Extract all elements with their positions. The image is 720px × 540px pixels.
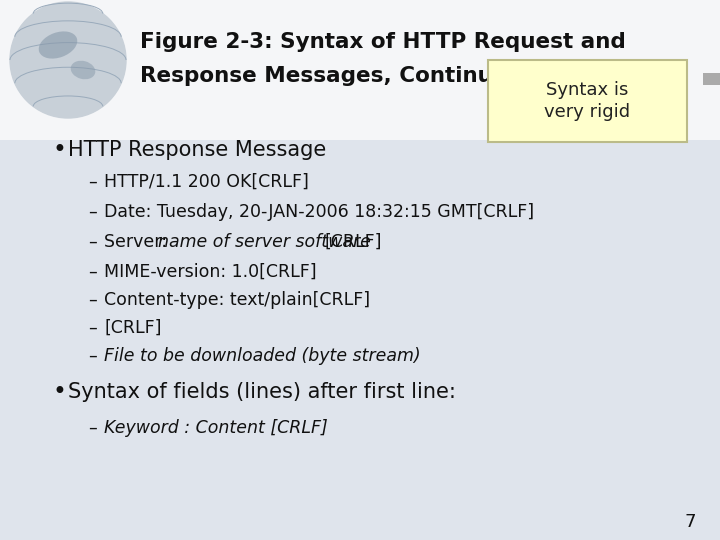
Text: –: – bbox=[88, 173, 96, 191]
Text: •: • bbox=[52, 380, 66, 404]
Text: –: – bbox=[88, 347, 96, 365]
Text: name of server software: name of server software bbox=[158, 233, 371, 251]
Text: Response Messages, Continued: Response Messages, Continued bbox=[140, 66, 523, 86]
Text: –: – bbox=[88, 419, 96, 437]
Text: Figure 2-3: Syntax of HTTP Request and: Figure 2-3: Syntax of HTTP Request and bbox=[140, 32, 626, 52]
Text: Keyword : Content [CRLF]: Keyword : Content [CRLF] bbox=[104, 419, 328, 437]
Text: –: – bbox=[88, 203, 96, 221]
Text: HTTP Response Message: HTTP Response Message bbox=[68, 140, 326, 160]
Text: [CRLF]: [CRLF] bbox=[104, 319, 161, 337]
Text: 7: 7 bbox=[684, 513, 696, 531]
Bar bbox=[703, 73, 720, 85]
Text: Content-type: text/plain[CRLF]: Content-type: text/plain[CRLF] bbox=[104, 291, 370, 309]
Text: [CRLF]: [CRLF] bbox=[324, 233, 382, 251]
Bar bbox=[0, 140, 720, 540]
Text: –: – bbox=[88, 291, 96, 309]
Circle shape bbox=[10, 2, 126, 118]
Ellipse shape bbox=[39, 31, 77, 59]
Text: Server:: Server: bbox=[104, 233, 173, 251]
Text: –: – bbox=[88, 263, 96, 281]
Text: HTTP/1.1 200 OK[CRLF]: HTTP/1.1 200 OK[CRLF] bbox=[104, 173, 309, 191]
FancyBboxPatch shape bbox=[488, 60, 687, 142]
Text: –: – bbox=[88, 319, 96, 337]
Text: MIME-version: 1.0[CRLF]: MIME-version: 1.0[CRLF] bbox=[104, 263, 317, 281]
Text: •: • bbox=[52, 138, 66, 162]
Text: File to be downloaded (byte stream): File to be downloaded (byte stream) bbox=[104, 347, 420, 365]
Text: Syntax of fields (lines) after first line:: Syntax of fields (lines) after first lin… bbox=[68, 382, 456, 402]
Bar bbox=[0, 0, 720, 140]
Text: –: – bbox=[88, 233, 96, 251]
Text: Date: Tuesday, 20-JAN-2006 18:32:15 GMT[CRLF]: Date: Tuesday, 20-JAN-2006 18:32:15 GMT[… bbox=[104, 203, 534, 221]
Text: very rigid: very rigid bbox=[544, 103, 630, 121]
Text: Syntax is: Syntax is bbox=[546, 81, 628, 99]
Ellipse shape bbox=[71, 60, 95, 79]
